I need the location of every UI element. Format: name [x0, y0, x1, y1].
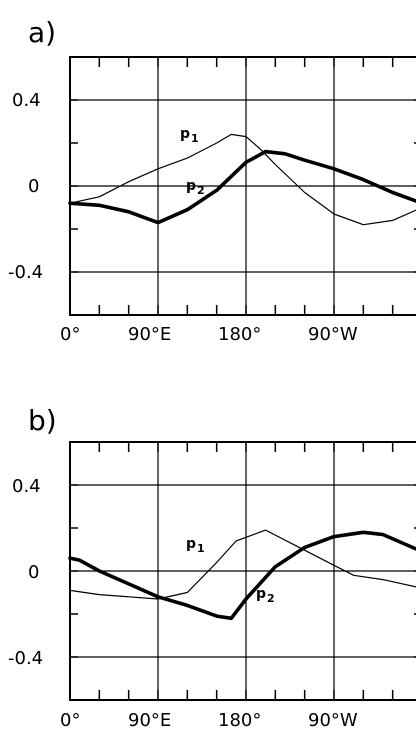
- panel-a: a) 0.4 0 -0.4 0° 90°E 180° 90°W p 1 p 2: [8, 16, 416, 345]
- panel-a-ytick-0: 0: [28, 176, 39, 197]
- panel-b-p1-sub: 1: [197, 542, 205, 555]
- panel-a-xtick-0: 0°: [60, 324, 80, 345]
- panel-b-xtick-90W: 90°W: [308, 710, 358, 731]
- panel-a-xtick-90E: 90°E: [128, 324, 171, 345]
- panel-b-label: b): [28, 404, 57, 437]
- panel-b-xtick-90E: 90°E: [128, 710, 171, 731]
- panel-b-ytick-neg0.4: -0.4: [8, 648, 43, 669]
- panel-b-p2-label: p: [256, 586, 266, 602]
- panel-a-ticks: [69, 56, 416, 316]
- panel-a-grid: [70, 57, 416, 315]
- panel-b-ytick-0: 0: [28, 562, 39, 583]
- panel-a-ytick-neg0.4: -0.4: [8, 262, 43, 283]
- panel-a-p2-sub: 2: [197, 184, 205, 197]
- panel-b-series-p2: [68, 530, 416, 621]
- panel-b-ticks: [69, 441, 416, 701]
- panel-b: b) 0.4 0 -0.4 0° 90°E 180° 90°W p 1 p 2: [8, 404, 416, 731]
- panel-a-p1-label: p: [180, 126, 190, 142]
- panel-a-label: a): [28, 16, 56, 49]
- panel-a-series-p2: [68, 149, 416, 225]
- panel-a-p1-sub: 1: [191, 132, 199, 145]
- panel-a-p2-label: p: [186, 178, 196, 194]
- panel-b-series-p1: [69, 529, 416, 600]
- panel-b-ytick-0.4: 0.4: [12, 476, 41, 497]
- panel-b-p2-sub: 2: [267, 592, 275, 605]
- panel-b-p1-label: p: [186, 536, 196, 552]
- panel-b-grid: [70, 442, 416, 700]
- panel-a-xtick-90W: 90°W: [308, 324, 358, 345]
- panel-a-ytick-0.4: 0.4: [12, 90, 41, 111]
- panel-a-lines: [68, 133, 416, 226]
- panel-a-series-p1: [69, 133, 416, 226]
- panel-b-xtick-0: 0°: [60, 710, 80, 731]
- panel-b-lines: [68, 529, 416, 621]
- panel-a-xtick-180: 180°: [218, 324, 261, 345]
- panel-b-xtick-180: 180°: [218, 710, 261, 731]
